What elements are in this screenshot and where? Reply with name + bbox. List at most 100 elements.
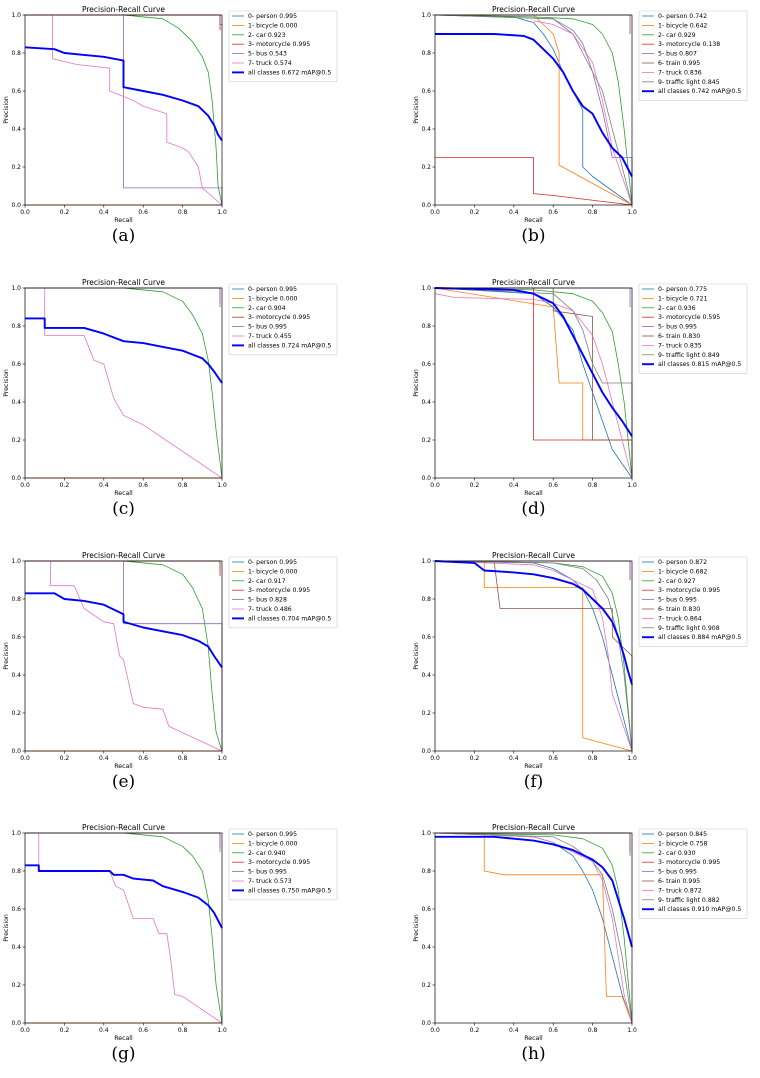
legend-label: all classes 0.884 mAP@0.5 [658,633,741,641]
chart-panel-4: Precision-Recall Curve 0.0 0.2 0.4 0.6 0.8 1.0… [410,273,750,533]
x-tick-label: 0.6 [548,1027,558,1034]
y-tick-label: 0.0 [421,748,431,755]
chart-title: Precision-Recall Curve [492,551,575,560]
legend-label: 1- bicycle 0.721 [658,295,708,302]
x-axis-label: Recall [524,1035,543,1042]
legend-label: 7- truck 0.835 [658,342,702,349]
series-line-truck [50,561,223,752]
y-tick-label: 0.0 [421,202,431,209]
x-tick-label: 0.8 [178,1027,188,1034]
y-tick-label: 0.2 [11,710,21,717]
chart-title: Precision-Recall Curve [492,5,575,14]
legend: 0- person 0.995 1- bicycle 0.000 2- car 0.… [228,828,338,901]
y-tick-label: 0.0 [11,202,21,209]
y-tick-label: 0.2 [421,164,431,171]
legend-label: 2- car 0.927 [658,578,696,585]
legend-label: 7- truck 0.872 [658,887,702,894]
legend-label: all classes 0.672 mAP@0.5 [248,68,331,76]
x-tick-label: 0.4 [99,482,109,489]
x-axis-label: Recall [524,763,543,770]
legend-box [638,828,748,919]
series-line-truck [434,832,633,1024]
legend-label: 3- motorcycle 0.138 [658,41,720,48]
x-axis-label: Recall [114,1035,133,1042]
x-axis-label: Recall [114,217,133,224]
series-line-truck [38,833,223,1024]
y-tick-label: 0.8 [421,868,431,875]
legend-label: all classes 0.815 mAP@0.5 [658,360,741,368]
axes-frame [24,560,223,752]
legend-label: 9- traffic light 0.882 [658,897,720,904]
y-tick-label: 1.0 [11,558,21,565]
x-tick-label: 1.0 [217,755,227,762]
y-axis-label: Precision [3,914,10,942]
series-line-truck [44,288,223,479]
pr-chart-svg: Precision-Recall Curve 0.0 0.2 0.4 0.6 0.8 1.0… [3,278,338,497]
legend-label: 0- person 0.872 [658,559,707,566]
x-tick-label: 0.8 [588,482,598,489]
series-line-all [435,33,633,177]
legend-label: 2- car 0.929 [658,32,696,39]
legend-label: 5- bus 0.995 [658,597,697,604]
legend-label: 0- person 0.742 [658,13,707,20]
chart-title: Precision-Recall Curve [492,278,575,287]
x-tick-label: 0.0 [20,209,30,216]
legend-box [638,10,748,101]
series-line-motorcycle [435,560,631,580]
legend: 0- person 0.995 1- bicycle 0.000 2- car 0.… [228,283,338,356]
y-tick-label: 0.2 [421,982,431,989]
x-tick-label: 1.0 [627,1027,637,1034]
series-line-bus [25,287,221,307]
x-axis-label: Recall [524,217,543,224]
x-tick-label: 0.8 [588,1027,598,1034]
legend-label: 6- train 0.830 [658,333,700,340]
legend-label: 3- motorcycle 0.595 [658,314,720,321]
x-tick-label: 0.6 [138,1027,148,1034]
x-tick-label: 0.0 [430,755,440,762]
y-tick-label: 0.4 [421,672,431,679]
legend-label: 1- bicycle 0.758 [658,840,708,847]
x-tick-label: 1.0 [627,755,637,762]
y-tick-label: 0.4 [11,944,21,951]
x-tick-label: 0.0 [20,482,30,489]
series-line-person [434,560,633,752]
y-tick-label: 0.8 [11,868,21,875]
panel-caption: (b) [521,226,546,246]
legend-label: 3- motorcycle 0.995 [248,587,310,594]
x-tick-label: 0.6 [138,755,148,762]
x-tick-label: 0.4 [509,209,519,216]
series-line-motorcycle [25,287,221,304]
legend-label: 5- bus 0.995 [248,869,287,876]
legend-box [638,556,748,647]
legend: 0- person 0.872 1- bicycle 0.682 2- car 0.… [638,556,748,647]
legend-label: 1- bicycle 0.000 [248,840,298,847]
series-line-bus [25,832,221,852]
series-line-bus [123,15,223,205]
y-tick-label: 0.0 [11,475,21,482]
legend-label: all classes 0.910 mAP@0.5 [658,905,741,913]
y-tick-label: 0.4 [11,399,21,406]
legend-label: 7- truck 0.455 [248,333,292,340]
axes-frame [434,287,633,479]
x-tick-label: 0.4 [509,755,519,762]
series-line-all [434,287,633,437]
y-tick-label: 0.6 [11,634,21,641]
x-tick-label: 0.0 [20,755,30,762]
y-tick-label: 0.0 [421,1020,431,1027]
y-tick-label: 0.4 [421,944,431,951]
legend-box [638,283,748,374]
legend-label: 1- bicycle 0.000 [248,568,298,575]
series-line-all [24,46,223,141]
legend-label: 9- traffic light 0.849 [658,352,720,359]
legend-label: all classes 0.750 mAP@0.5 [248,886,331,894]
panel-caption: (h) [521,1044,546,1064]
axes-frame [24,287,223,479]
x-axis-label: Recall [524,490,543,497]
y-tick-label: 0.2 [421,710,431,717]
axes-frame [24,14,223,206]
x-tick-label: 1.0 [627,209,637,216]
legend: 0- person 0.775 1- bicycle 0.721 2- car 0.… [638,283,748,374]
y-tick-label: 1.0 [11,830,21,837]
legend-label: 5- bus 0.995 [248,324,287,331]
legend-label: 2- car 0.936 [658,305,696,312]
